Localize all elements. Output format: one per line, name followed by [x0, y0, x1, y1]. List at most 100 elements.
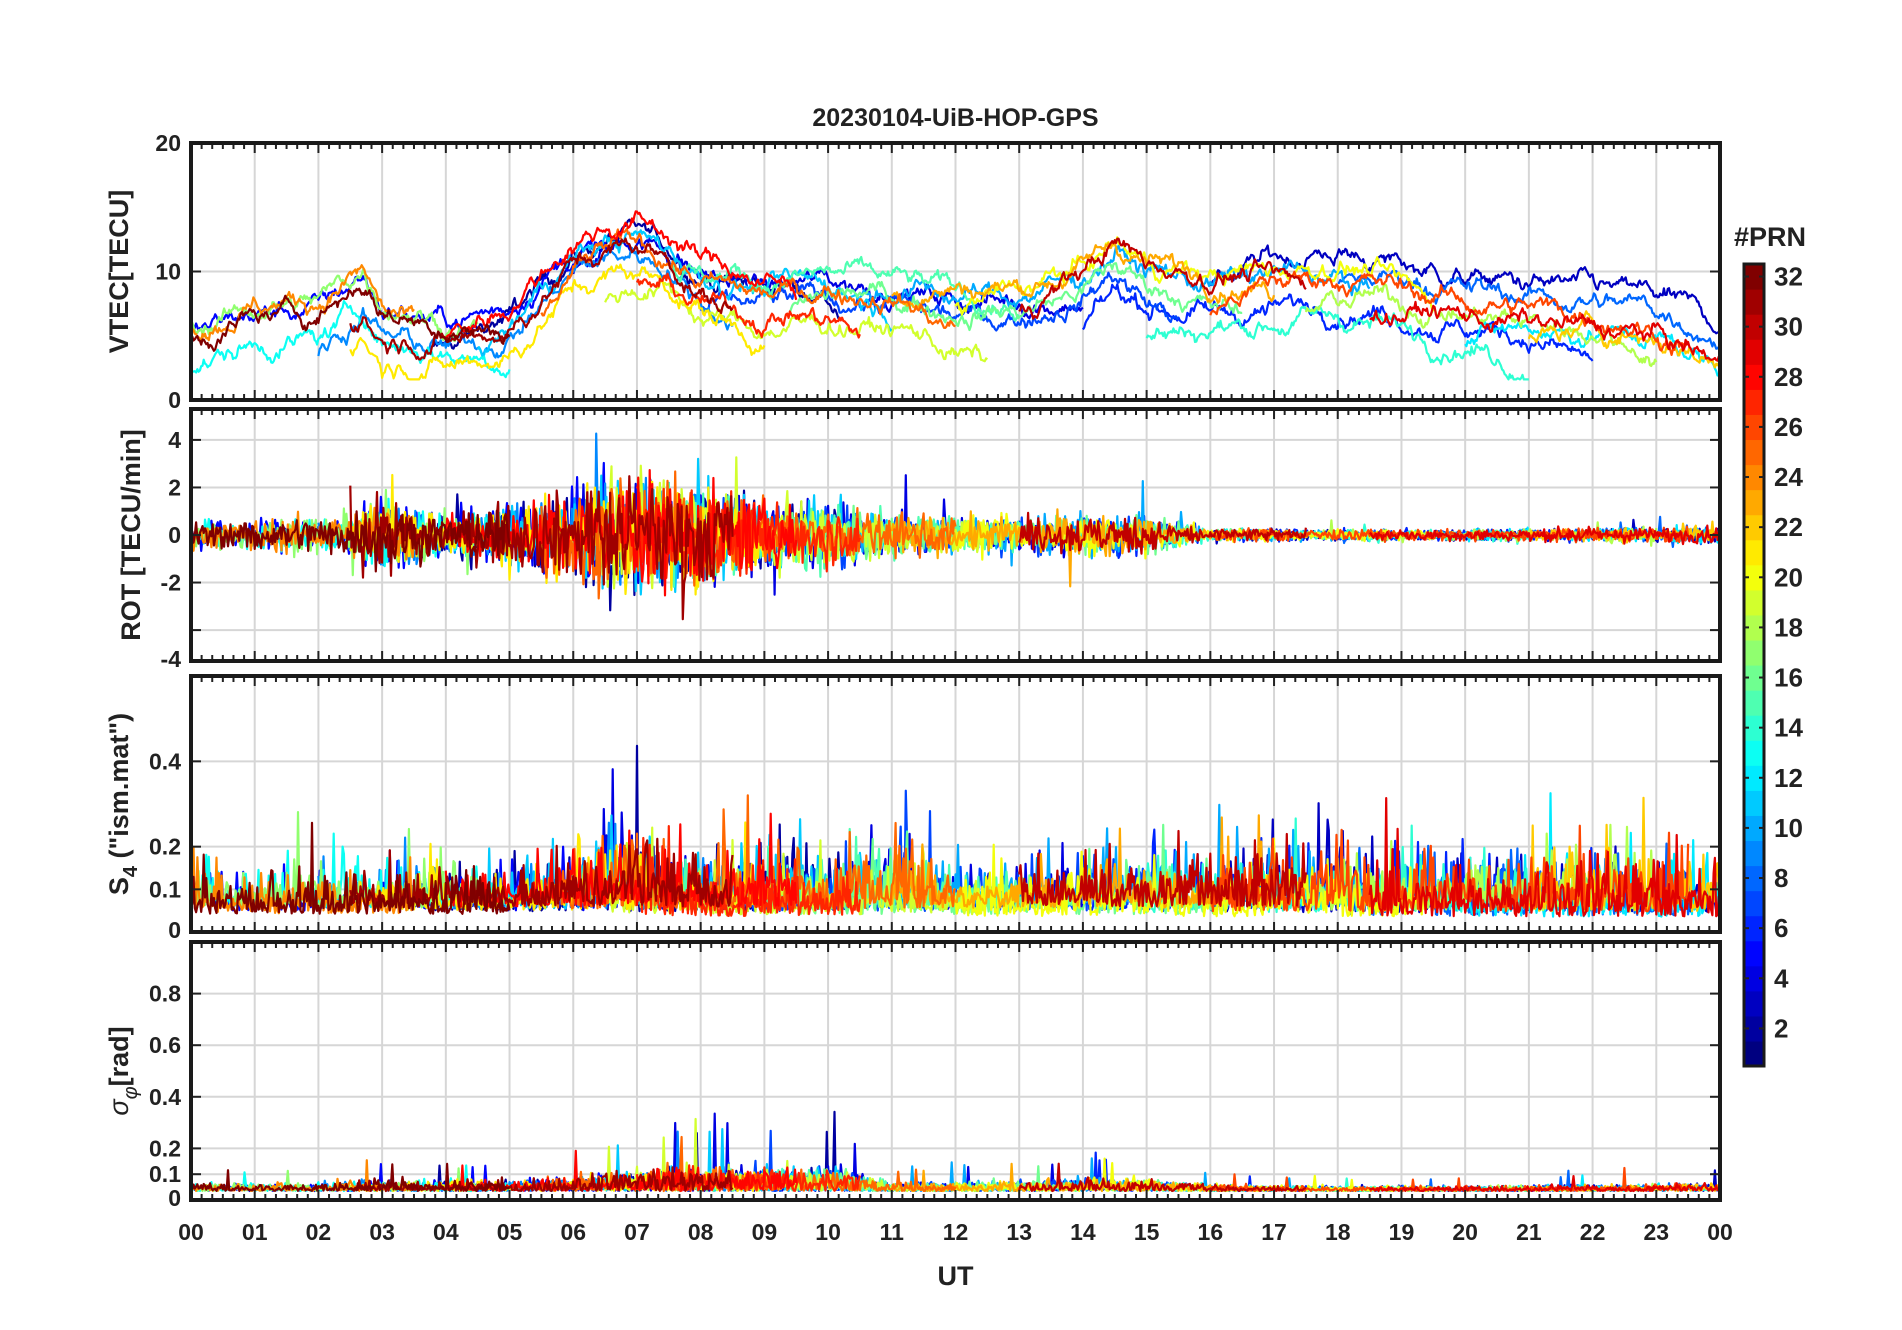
y-tick-label: 0.4	[149, 748, 181, 774]
colorbar-segment	[1744, 639, 1764, 666]
x-tick-label: 00	[178, 1219, 204, 1245]
y-axis-label-main: S	[104, 877, 134, 895]
colorbar-title: #PRN	[1734, 222, 1806, 252]
colorbar-tick-label: 20	[1774, 562, 1803, 592]
series-prn-29	[1368, 797, 1720, 918]
colorbar-segment	[1744, 765, 1764, 791]
colorbar-segment	[1744, 389, 1764, 415]
x-tick-label: 19	[1389, 1219, 1415, 1245]
series-prn-22	[1527, 310, 1720, 369]
panel-rot: -4 -2 0 2 4 ROT [TECU/min]	[116, 407, 1722, 672]
x-tick-label: 21	[1516, 1219, 1542, 1245]
colorbar-tick-label: 10	[1774, 813, 1803, 843]
colorbar-segment	[1744, 614, 1764, 641]
colorbar-tick-label: 2	[1774, 1013, 1788, 1043]
series-prn-23	[890, 508, 1275, 588]
panel-vtec: 0 10 20 VTEC[TECU]	[104, 130, 1722, 413]
colorbar-tick-label: 24	[1774, 462, 1803, 492]
series-prn-16	[788, 262, 1243, 332]
x-tick-label: 14	[1070, 1219, 1096, 1245]
colorbar-segment	[1744, 840, 1764, 867]
y-axis-label-rest: [rad]	[104, 1026, 134, 1086]
y-tick-label: 0	[168, 522, 181, 548]
colorbar-tick-label: 26	[1774, 412, 1803, 442]
x-tick-label: 10	[815, 1219, 841, 1245]
chart-title: 20230104-UiB-HOP-GPS	[812, 104, 1098, 132]
colorbar-segment	[1744, 865, 1764, 892]
colorbar-segment	[1744, 1040, 1764, 1067]
colorbar-tick-label: 14	[1774, 713, 1803, 743]
gridlines	[191, 942, 1720, 1200]
axes-frame	[189, 407, 1722, 663]
colorbar-segment	[1744, 439, 1764, 466]
colorbar-tick-label: 18	[1774, 612, 1803, 642]
colorbar-tick-label: 8	[1774, 863, 1788, 893]
colorbar-tick-label: 32	[1774, 262, 1803, 292]
x-tick-label: 00	[1707, 1219, 1733, 1245]
y-tick-label: 0.2	[149, 834, 181, 860]
ticks	[190, 942, 1721, 1201]
x-tick-label: 11	[880, 1219, 905, 1245]
panel-sigma: 00.10.2 0.4 0.6 0.8 σφ[rad]	[104, 940, 1722, 1211]
x-tick-label: 08	[688, 1219, 714, 1245]
colorbar-tick-label: 12	[1774, 763, 1803, 793]
colorbar-segment	[1744, 264, 1764, 290]
series-group	[191, 210, 1720, 381]
colorbar-segment	[1744, 890, 1764, 917]
series-prn-28	[444, 812, 798, 908]
x-tick-label: 12	[943, 1219, 969, 1245]
x-tick-label: 15	[1134, 1219, 1160, 1245]
colorbar-tick-label: 22	[1774, 512, 1803, 542]
series-prn-24	[191, 264, 415, 342]
colorbar-segment	[1744, 815, 1764, 842]
series-prn-27	[635, 272, 861, 339]
series-prn-26	[1209, 270, 1690, 356]
series-prn-23	[891, 241, 1276, 310]
series-prn-32	[191, 1162, 510, 1192]
series-prn-17	[191, 268, 479, 343]
x-tick-label: 04	[433, 1219, 459, 1245]
y-tick-label: 0.8	[149, 981, 181, 1007]
y-tick-label: 20	[155, 130, 181, 156]
y-tick-label: 0.4	[149, 1084, 181, 1110]
colorbar-segment	[1744, 915, 1764, 942]
y-axis-label: VTEC[TECU]	[104, 190, 134, 354]
series-prn-14	[1145, 305, 1529, 381]
series-prn-21	[349, 263, 766, 381]
y-tick-label: 0	[168, 917, 181, 943]
x-tick-label: 03	[369, 1219, 395, 1245]
colorbar-tick-label: 28	[1774, 362, 1803, 392]
colorbar-segment	[1744, 589, 1764, 616]
x-tick-label: 23	[1643, 1219, 1669, 1245]
series-prn-31	[349, 237, 734, 361]
series-prn-30	[1018, 829, 1307, 908]
series-prn-23	[890, 1162, 1275, 1193]
series-prn-25	[540, 227, 956, 329]
y-tick-label: 0.6	[149, 1032, 181, 1058]
colorbar-segment	[1744, 665, 1764, 691]
y-tick-label: 2	[168, 474, 181, 500]
series-group	[191, 1110, 1720, 1193]
axes-frame	[189, 674, 1722, 934]
y-axis-label-main: σ	[104, 1098, 134, 1116]
colorbar-segment	[1744, 1015, 1764, 1042]
colorbar-tick-label: 16	[1774, 663, 1803, 693]
series-prn-28	[444, 210, 798, 340]
x-tick-labels: 00 01 02 03 04 05 06 07 08 09 10 11 12 13 14 15 16 17 18 19…	[178, 1219, 1733, 1245]
x-axis-label: UT	[938, 1261, 974, 1291]
series-prn-30	[1018, 511, 1307, 555]
y-axis-label-sub: 4	[120, 865, 142, 877]
y-tick-label: -2	[161, 570, 181, 596]
colorbar-segment	[1744, 414, 1764, 441]
colorbar-tick-label: 6	[1774, 913, 1788, 943]
y-axis-label: ROT [TECU/min]	[116, 429, 146, 640]
colorbar-segment	[1744, 489, 1764, 516]
colorbar-segment	[1744, 514, 1764, 541]
colorbar-segment	[1744, 940, 1764, 967]
series-prn-32	[191, 509, 511, 573]
y-tick-label: 0.2	[149, 1135, 181, 1161]
panel-s4: 0 0.1 0.2 0.4 S4 ("ism.mat")	[104, 674, 1722, 943]
colorbar-segment	[1744, 790, 1764, 816]
series-prn-4	[572, 236, 1084, 320]
colorbar-segment	[1744, 314, 1764, 340]
